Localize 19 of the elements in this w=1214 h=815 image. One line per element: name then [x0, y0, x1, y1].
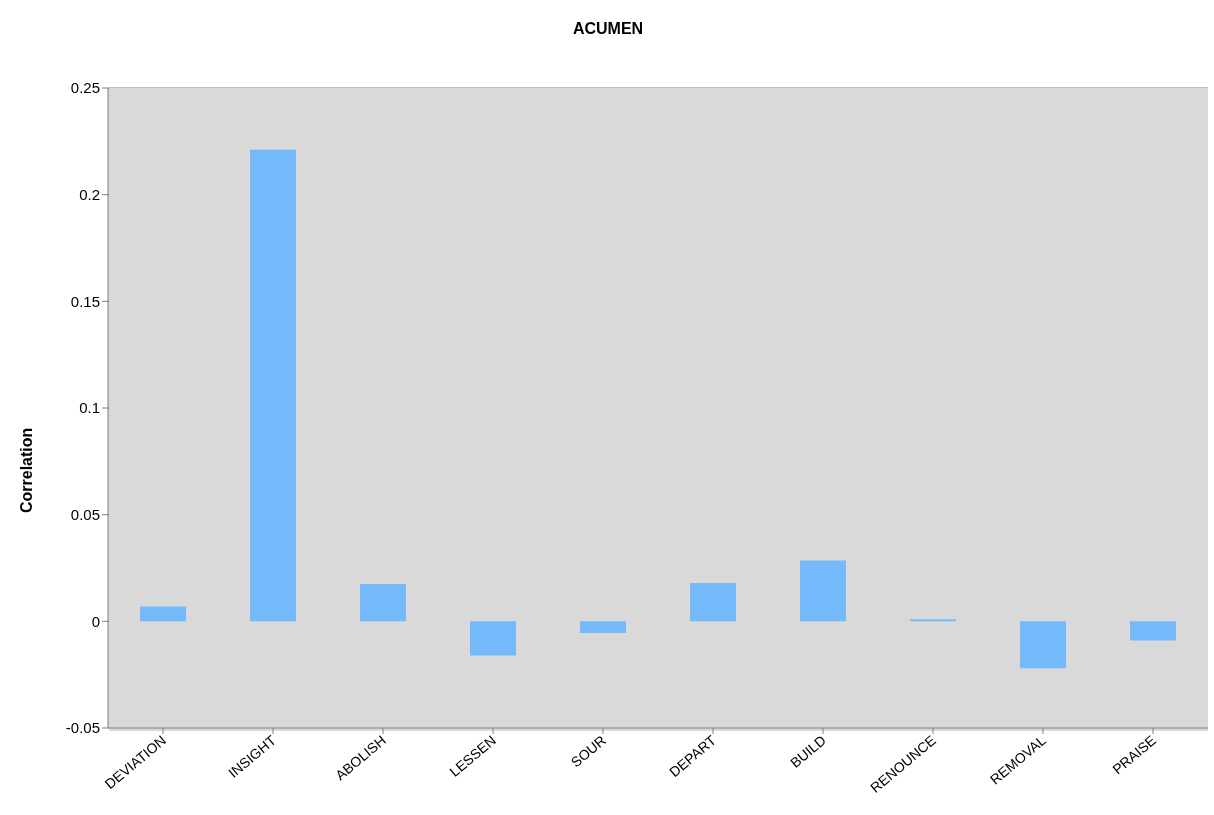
- y-tick-label: -0.05: [65, 719, 100, 737]
- y-tick-label: 0.25: [70, 79, 100, 97]
- bar: [580, 621, 626, 634]
- chart-title: ACUMEN: [571, 19, 645, 39]
- y-tick-label: 0.1: [79, 399, 100, 417]
- y-tick-label: 0: [91, 612, 100, 630]
- y-tick-label: 0.2: [79, 185, 100, 203]
- bar: [690, 582, 736, 622]
- y-tick-label: 0.05: [70, 505, 100, 523]
- bar: [1020, 621, 1066, 669]
- bar: [800, 560, 846, 622]
- bar: [140, 606, 186, 622]
- bar: [1130, 621, 1176, 641]
- bar: [470, 621, 516, 656]
- bar: [360, 584, 406, 622]
- bar: [910, 619, 956, 622]
- bar: [250, 149, 296, 622]
- y-tick-label: 0.15: [70, 292, 100, 310]
- y-axis-title: Correlation: [18, 427, 35, 513]
